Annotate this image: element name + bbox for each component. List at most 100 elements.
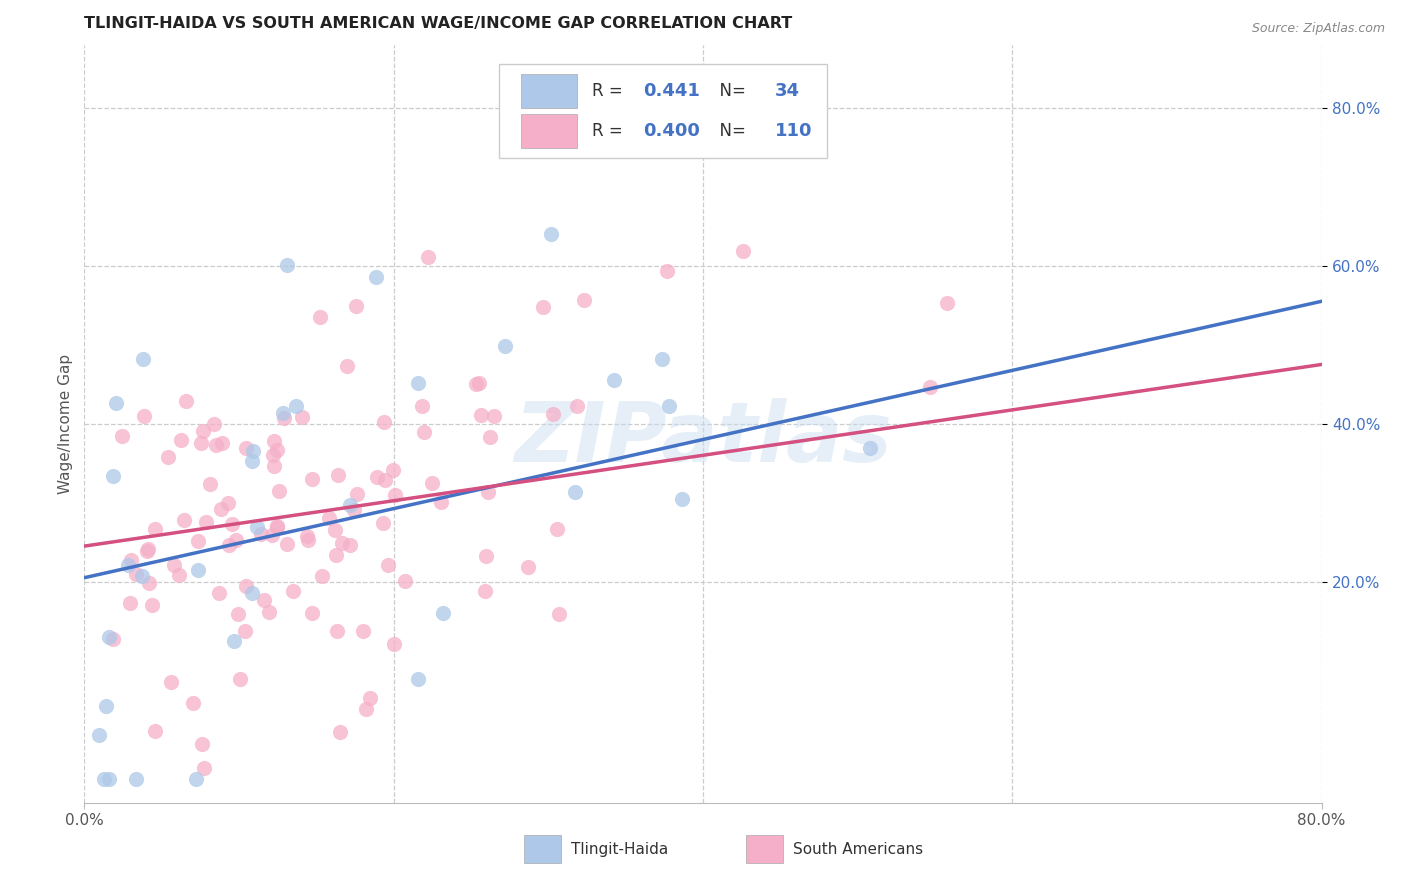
Text: TLINGIT-HAIDA VS SOUTH AMERICAN WAGE/INCOME GAP CORRELATION CHART: TLINGIT-HAIDA VS SOUTH AMERICAN WAGE/INC… bbox=[84, 16, 793, 31]
Point bbox=[191, 425, 214, 439]
Point bbox=[187, 563, 209, 577]
Text: R =: R = bbox=[592, 122, 627, 140]
Point bbox=[543, 407, 565, 421]
Point bbox=[136, 541, 159, 556]
Point bbox=[222, 634, 245, 648]
Text: N=: N= bbox=[709, 82, 751, 100]
Point bbox=[187, 534, 209, 549]
Text: R =: R = bbox=[592, 82, 627, 100]
Text: N=: N= bbox=[709, 122, 751, 140]
Point bbox=[547, 607, 569, 621]
Point bbox=[406, 673, 429, 687]
Point bbox=[859, 441, 882, 455]
Point bbox=[266, 519, 288, 533]
Point bbox=[384, 488, 406, 502]
Point bbox=[733, 244, 755, 259]
Point bbox=[240, 453, 263, 467]
Point bbox=[276, 537, 298, 551]
Point bbox=[344, 299, 367, 313]
Point bbox=[217, 496, 239, 510]
Point bbox=[183, 697, 205, 711]
Bar bbox=[523, 835, 561, 863]
Point bbox=[374, 473, 396, 487]
Point bbox=[332, 535, 354, 549]
Point bbox=[339, 498, 361, 512]
Point bbox=[474, 583, 496, 598]
Point bbox=[343, 503, 366, 517]
Point bbox=[134, 409, 156, 423]
Point bbox=[246, 519, 269, 533]
Point bbox=[160, 675, 183, 690]
Point bbox=[540, 227, 562, 241]
Point bbox=[494, 339, 516, 353]
Point bbox=[173, 513, 195, 527]
Point bbox=[671, 492, 693, 507]
Point bbox=[651, 352, 673, 367]
Point bbox=[478, 430, 501, 444]
Point bbox=[309, 310, 332, 324]
Point bbox=[655, 263, 678, 277]
Point bbox=[346, 487, 368, 501]
Point bbox=[105, 396, 128, 410]
Bar bbox=[522, 74, 576, 108]
Point bbox=[658, 399, 681, 413]
Point bbox=[191, 737, 214, 751]
Point bbox=[336, 359, 359, 373]
Point bbox=[377, 558, 399, 573]
Text: Source: ZipAtlas.com: Source: ZipAtlas.com bbox=[1251, 22, 1385, 36]
Point bbox=[267, 484, 290, 499]
Point bbox=[271, 406, 294, 420]
Point bbox=[235, 579, 257, 593]
Point bbox=[118, 596, 141, 610]
Point bbox=[143, 723, 166, 738]
Point bbox=[284, 399, 307, 413]
Point bbox=[233, 624, 256, 638]
Point bbox=[412, 425, 434, 440]
Point bbox=[297, 533, 319, 547]
Point bbox=[97, 630, 120, 644]
Point bbox=[603, 373, 626, 387]
Point bbox=[125, 772, 148, 786]
Point bbox=[87, 728, 110, 742]
Point bbox=[266, 520, 288, 534]
Point bbox=[218, 538, 240, 552]
Point bbox=[406, 376, 429, 391]
Point bbox=[366, 470, 388, 484]
Point bbox=[194, 516, 217, 530]
Point bbox=[117, 558, 139, 573]
Point bbox=[228, 607, 250, 622]
Point bbox=[326, 467, 349, 482]
Point bbox=[257, 606, 280, 620]
Point bbox=[169, 568, 191, 582]
Point bbox=[209, 501, 232, 516]
Point bbox=[329, 725, 352, 739]
Point bbox=[143, 522, 166, 536]
Point bbox=[229, 672, 252, 686]
Point bbox=[920, 380, 942, 394]
Point bbox=[176, 394, 198, 409]
Point bbox=[574, 293, 596, 307]
Point bbox=[281, 584, 304, 599]
Point bbox=[935, 296, 957, 310]
Point bbox=[262, 528, 284, 542]
Point bbox=[565, 399, 588, 413]
Point bbox=[136, 544, 159, 558]
Point bbox=[193, 761, 215, 775]
Point bbox=[352, 624, 374, 638]
Point bbox=[382, 463, 405, 477]
Point bbox=[301, 472, 323, 486]
Point bbox=[418, 250, 440, 264]
Point bbox=[546, 522, 568, 536]
Point bbox=[253, 593, 276, 607]
Point bbox=[266, 442, 288, 457]
Bar bbox=[522, 114, 576, 148]
Bar bbox=[499, 63, 827, 159]
Point bbox=[103, 468, 125, 483]
Point bbox=[225, 533, 247, 547]
Point bbox=[138, 575, 160, 590]
Point bbox=[517, 560, 540, 574]
Point bbox=[190, 436, 212, 450]
Point bbox=[482, 409, 505, 424]
Point bbox=[120, 552, 142, 566]
Point bbox=[291, 409, 314, 424]
